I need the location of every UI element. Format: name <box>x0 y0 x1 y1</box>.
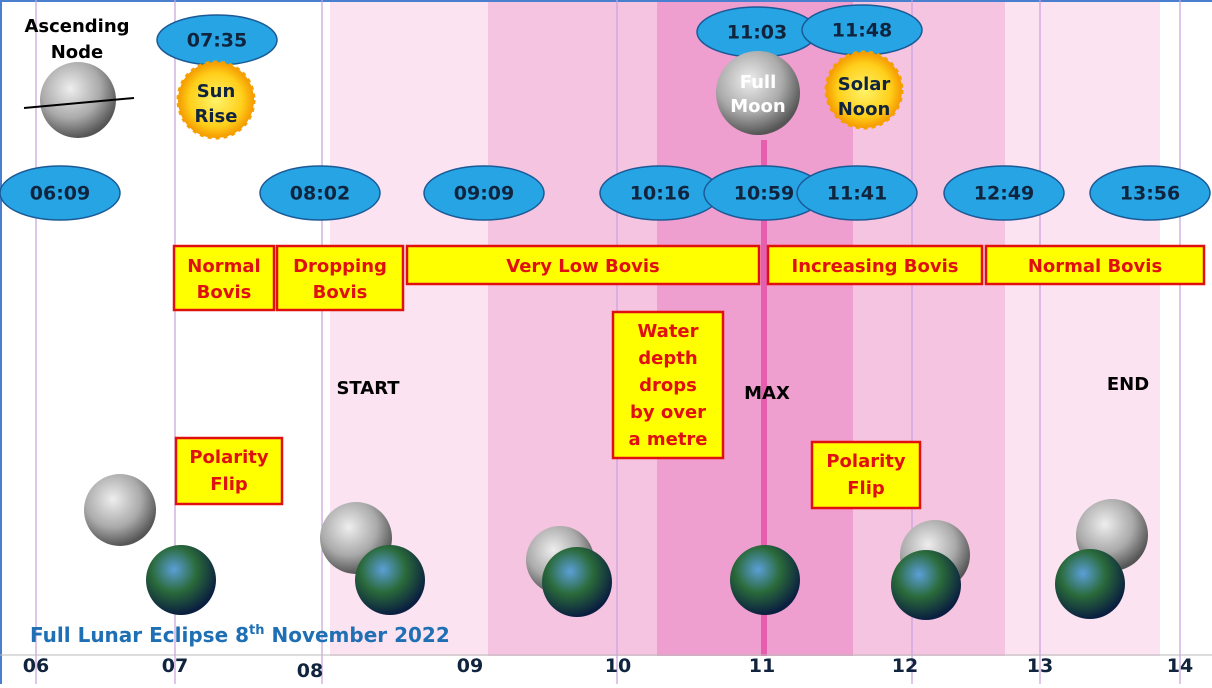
note-text: Water <box>637 321 698 342</box>
note-text: a metre <box>628 429 707 450</box>
time: 11:41 <box>827 183 887 205</box>
note-text: Polarity <box>189 447 269 468</box>
note-text: Flip <box>210 474 248 495</box>
label: Noon <box>838 99 891 120</box>
hour-label: 10 <box>605 655 631 677</box>
box-text: Very Low Bovis <box>506 256 659 277</box>
label: Ascending <box>24 16 129 37</box>
hour-label: 08 <box>297 660 323 682</box>
time: 10:59 <box>734 183 794 205</box>
label: Solar <box>838 74 891 95</box>
hour-label: 11 <box>749 655 775 677</box>
time: 13:56 <box>1120 183 1180 205</box>
phase: MAX <box>744 383 790 404</box>
hour-label: 14 <box>1167 655 1193 677</box>
label: Sun <box>197 81 236 102</box>
time: 11:48 <box>832 20 892 42</box>
note-text: drops <box>639 375 697 396</box>
label: Moon <box>730 96 785 117</box>
phase: START <box>336 378 400 399</box>
box-text: Bovis <box>313 282 368 303</box>
hour-label: 06 <box>23 655 49 677</box>
time: 08:02 <box>290 183 350 205</box>
diagram: Ascending Node 07:35 11:03 11:48 Sun Ris… <box>0 0 1212 684</box>
page: {"ascending_node": ["Ascending", "Node"]… <box>0 0 1212 684</box>
box-text: Dropping <box>293 256 387 277</box>
label: Rise <box>195 106 238 127</box>
note-text: Flip <box>847 478 885 499</box>
time: 10:16 <box>630 183 690 205</box>
time: 12:49 <box>974 183 1034 205</box>
time: 09:09 <box>454 183 514 205</box>
time: 11:03 <box>727 22 787 44</box>
moon <box>716 51 800 135</box>
note-text: Polarity <box>826 451 906 472</box>
time: 07:35 <box>187 30 247 52</box>
hour-label: 12 <box>892 655 918 677</box>
hour-axis: 06 07 08 09 10 11 12 13 14 <box>23 655 1193 682</box>
note-text: by over <box>630 402 706 423</box>
hour-label: 09 <box>457 655 483 677</box>
label: Node <box>51 42 104 63</box>
box-text: Bovis <box>197 282 252 303</box>
box-text: Normal Bovis <box>1028 256 1162 277</box>
box-text: Normal <box>187 256 260 277</box>
hour-label: 07 <box>162 655 188 677</box>
note-text: depth <box>638 348 697 369</box>
title: Full Lunar Eclipse 8th November 2022 <box>30 623 450 647</box>
time: 06:09 <box>30 183 90 205</box>
hour-label: 13 <box>1027 655 1053 677</box>
box-text: Increasing Bovis <box>792 256 959 277</box>
phase: END <box>1107 374 1149 395</box>
label: Full <box>740 72 777 93</box>
